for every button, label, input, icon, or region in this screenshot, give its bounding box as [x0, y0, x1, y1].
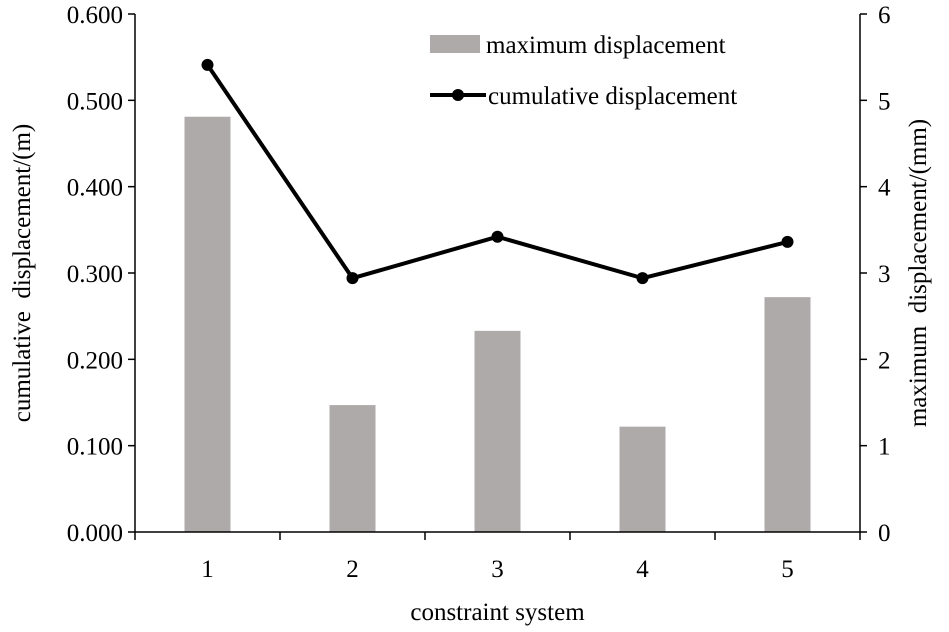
bar-maximum-displacement-2: [329, 405, 376, 532]
right-tick-label: 0: [878, 520, 891, 547]
point-cumulative-displacement-4: [636, 272, 649, 285]
x-tick-label-5: 5: [781, 556, 794, 583]
x-ticks: 1 2 3 4 5: [134, 532, 861, 583]
legend-label-maximum-displacement: maximum displacement: [486, 32, 726, 59]
bar-maximum-displacement-4: [619, 426, 666, 532]
right-y-axis-title: maximum displacement/(mm): [905, 119, 932, 427]
left-y-axis-title: cumulative displacement/(m): [9, 124, 36, 423]
right-tick-label: 2: [878, 347, 891, 374]
left-tick-label: 0.400: [67, 175, 123, 202]
right-tick-label: 6: [878, 2, 891, 29]
left-tick-label: 0.600: [67, 2, 123, 29]
right-tick-label: 4: [878, 175, 891, 202]
x-tick-label-1: 1: [201, 556, 214, 583]
bar-series: [184, 116, 811, 532]
point-cumulative-displacement-1: [201, 58, 214, 71]
x-tick-label-2: 2: [346, 556, 359, 583]
point-cumulative-displacement-3: [491, 230, 504, 243]
bar-maximum-displacement-5: [764, 297, 811, 532]
legend-label-cumulative-displacement: cumulative displacement: [488, 83, 737, 110]
left-tick-label: 0.200: [67, 347, 123, 374]
left-tick-label: 0.100: [67, 434, 123, 461]
right-tick-label: 5: [878, 88, 891, 115]
line-series: [201, 58, 794, 285]
point-cumulative-displacement-5: [781, 235, 794, 248]
x-tick-label-3: 3: [491, 556, 504, 583]
legend-marker-cumulative-displacement: [452, 89, 464, 101]
left-tick-label: 0.300: [67, 261, 123, 288]
bar-maximum-displacement-3: [474, 330, 521, 532]
right-tick-label: 3: [878, 261, 891, 288]
legend-swatch-maximum-displacement: [430, 35, 480, 53]
point-cumulative-displacement-2: [346, 272, 359, 285]
right-y-ticks: 0 1 2 3 4 5 6: [860, 2, 891, 547]
x-tick-label-4: 4: [636, 556, 649, 583]
left-y-ticks: 0.000 0.100 0.200 0.300 0.400 0.500 0.600: [67, 2, 135, 547]
bar-maximum-displacement-1: [184, 116, 231, 532]
left-tick-label: 0.500: [67, 88, 123, 115]
legend: maximum displacement cumulative displace…: [430, 32, 737, 110]
left-tick-label: 0.000: [67, 520, 123, 547]
right-tick-label: 1: [878, 434, 891, 461]
x-axis-title: constraint system: [410, 599, 585, 626]
